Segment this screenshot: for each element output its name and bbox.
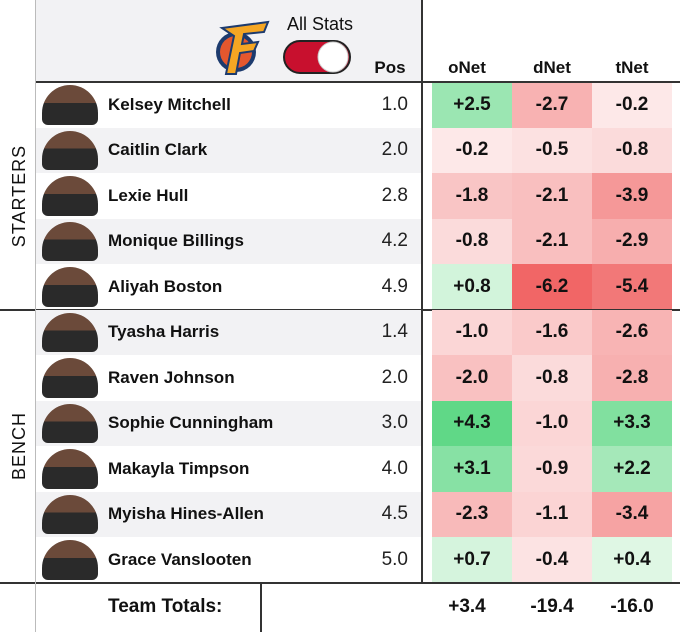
stat-cell: +2.2 (592, 446, 672, 492)
stat-cell: -2.0 (432, 355, 512, 401)
player-name: Tyasha Harris (108, 322, 220, 342)
stat-cell: +4.3 (432, 400, 512, 446)
column-header: dNet (533, 58, 571, 77)
stat-cell: +2.5 (432, 82, 512, 128)
player-photo (42, 267, 98, 307)
stat-cell: -3.9 (592, 173, 672, 219)
stat-cell: -0.8 (432, 218, 512, 264)
stat-cell: -2.3 (432, 491, 512, 537)
group-label: BENCH (9, 412, 29, 481)
stat-cell: -0.8 (592, 127, 672, 173)
row-bg (35, 264, 422, 310)
stat-cell: -1.0 (512, 400, 592, 446)
player-photo (42, 449, 98, 489)
column-header: oNet (448, 58, 486, 77)
row-bg (35, 218, 422, 264)
stat-cell: -1.6 (512, 309, 592, 355)
left-rule (35, 0, 36, 632)
position: 2.0 (381, 139, 408, 161)
position: 2.0 (381, 366, 408, 388)
position: 1.4 (381, 321, 408, 343)
stat-cell: -5.4 (592, 264, 672, 310)
stat-cell: -2.1 (512, 173, 592, 219)
stat-cell: -0.2 (592, 82, 672, 128)
total-value: -16.0 (610, 596, 654, 618)
anchor (0, 0, 1, 1)
totals-divider (260, 582, 262, 632)
stat-cell: -0.8 (512, 355, 592, 401)
stat-cell: -0.5 (512, 127, 592, 173)
player-name: Sophie Cunningham (108, 413, 274, 433)
row-bg (35, 309, 422, 355)
stat-cell: -1.0 (432, 309, 512, 355)
group-label: STARTERS (9, 144, 29, 247)
player-photo (42, 358, 98, 398)
row-bg (35, 537, 422, 583)
column-header: Pos (374, 58, 406, 77)
stat-cell: +0.4 (592, 537, 672, 583)
position: 4.0 (381, 457, 408, 479)
row-bg (35, 400, 422, 446)
vertical-divider (421, 0, 423, 583)
position: 3.0 (381, 412, 408, 434)
stat-cell: -6.2 (512, 264, 592, 310)
row-bg (35, 491, 422, 537)
stat-cell: +3.1 (432, 446, 512, 492)
stat-cell: +3.3 (592, 400, 672, 446)
header-divider (35, 81, 680, 83)
player-name: Myisha Hines-Allen (108, 504, 264, 524)
stat-cell: -3.4 (592, 491, 672, 537)
row-bg (35, 127, 422, 173)
total-value: +3.4 (448, 596, 486, 618)
team-logo (216, 20, 270, 75)
stat-cell: -0.4 (512, 537, 592, 583)
player-photo (42, 540, 98, 580)
row-bg (35, 355, 422, 401)
player-name: Monique Billings (108, 231, 244, 251)
position: 4.2 (381, 230, 408, 252)
stats-title: All Stats (286, 14, 354, 34)
stat-cell: -2.7 (512, 82, 592, 128)
player-photo (42, 85, 98, 125)
player-name: Kelsey Mitchell (108, 94, 231, 114)
stat-cell: -1.8 (432, 173, 512, 219)
row-bg (35, 173, 422, 219)
stat-cell: +0.7 (432, 537, 512, 583)
player-name: Makayla Timpson (108, 458, 250, 478)
position: 2.8 (381, 184, 408, 206)
player-name: Aliyah Boston (108, 276, 223, 296)
player-name: Lexie Hull (108, 185, 189, 205)
position: 5.0 (381, 548, 408, 570)
stat-cell: -2.8 (592, 355, 672, 401)
stat-cell: -0.9 (512, 446, 592, 492)
position: 1.0 (381, 93, 408, 115)
player-photo (42, 176, 98, 216)
stat-cell: +0.8 (432, 264, 512, 310)
stat-cell: -2.1 (512, 218, 592, 264)
stat-cell: -2.9 (592, 218, 672, 264)
totals-label: Team Totals: (108, 596, 223, 618)
column-header: tNet (615, 58, 649, 77)
player-name: Raven Johnson (108, 367, 235, 387)
stat-cell: -2.6 (592, 309, 672, 355)
stat-cell: -1.1 (512, 491, 592, 537)
stat-cell: -0.2 (432, 127, 512, 173)
position: 4.9 (381, 275, 408, 297)
total-value: -19.4 (530, 596, 574, 618)
toggle[interactable] (283, 40, 353, 76)
group-divider (0, 581, 680, 584)
row-bg (35, 82, 422, 128)
row-bg (35, 446, 422, 492)
position: 4.5 (381, 503, 408, 525)
player-name: Grace Vanslooten (108, 549, 252, 569)
player-name: Caitlin Clark (108, 140, 208, 160)
